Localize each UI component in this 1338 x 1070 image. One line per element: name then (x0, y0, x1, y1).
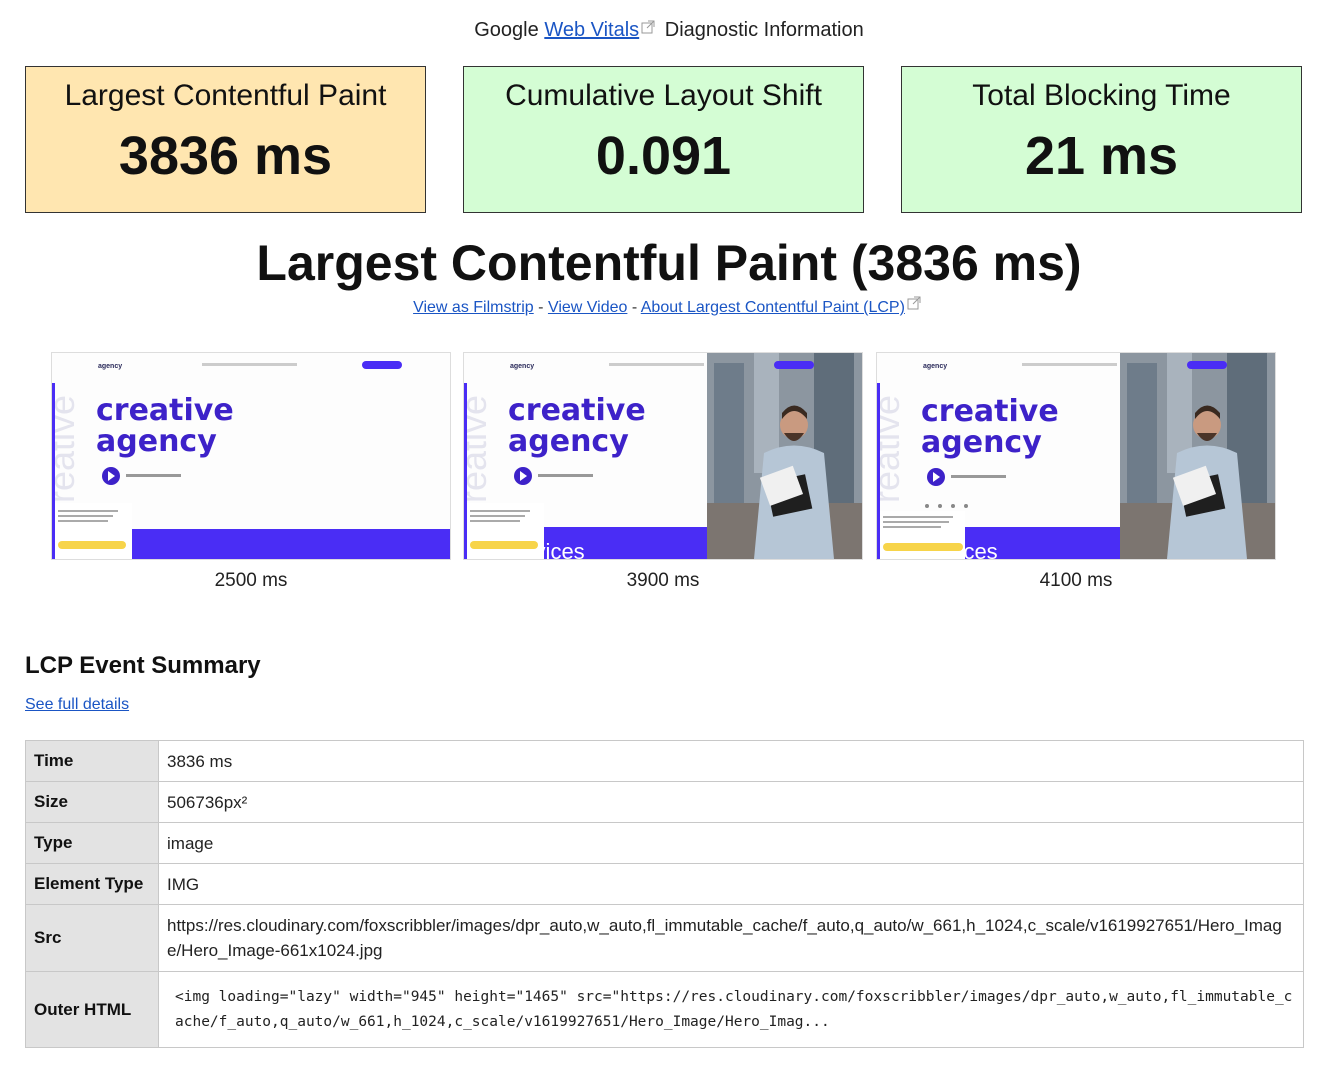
frame-vertical-word: reative (877, 395, 907, 503)
lcp-summary-table: Time 3836 ms Size 506736px² Type image E… (25, 740, 1304, 1048)
filmstrip-frame[interactable]: agency reative creative agency services (463, 352, 863, 560)
tbt-metric-label: Total Blocking Time (972, 79, 1231, 112)
lcp-links: View as Filmstrip - View Video - About L… (0, 296, 1338, 317)
frame-headline: creative (921, 394, 1059, 429)
table-row: Size 506736px² (25, 781, 1304, 823)
frame-logo: agency (510, 363, 534, 370)
frame-screenshot: agency reative creative agency services (877, 353, 1275, 559)
frame-screenshot: agency reative creative agency (52, 353, 450, 559)
frame-logo: agency (923, 363, 947, 370)
cls-metric-value: 0.091 (595, 126, 732, 186)
frame-screenshot: agency reative creative agency services (464, 353, 862, 559)
about-lcp-link[interactable]: About Largest Contentful Paint (LCP) (640, 299, 905, 316)
external-link-icon (907, 296, 921, 310)
row-key: Outer HTML (25, 971, 159, 1048)
outer-html-value: <img loading="lazy" width="945" height="… (175, 988, 1293, 1030)
frame-vertical-word: reative (52, 395, 82, 503)
src-url-value: https://res.cloudinary.com/foxscribbler/… (158, 904, 1304, 972)
page-header: Google Web Vitals Diagnostic Information (0, 19, 1338, 42)
table-row: Time 3836 ms (25, 740, 1304, 782)
view-filmstrip-link[interactable]: View as Filmstrip (413, 299, 534, 316)
frame-time-label: 3900 ms (626, 570, 700, 591)
view-video-link[interactable]: View Video (547, 299, 628, 316)
tbt-metric-card: Total Blocking Time 21 ms (901, 66, 1302, 213)
table-row: Type image (25, 822, 1304, 864)
frame-logo: agency (98, 363, 122, 370)
see-full-details-link[interactable]: See full details (25, 696, 130, 713)
lcp-summary-title: LCP Event Summary (25, 652, 261, 679)
frame-headline: agency (508, 424, 629, 459)
lcp-metric-card: Largest Contentful Paint 3836 ms (25, 66, 426, 213)
frame-headline: agency (921, 425, 1042, 460)
row-value: 3836 ms (158, 740, 1304, 782)
frame-headline: agency (96, 424, 217, 459)
link-separator: - (631, 299, 638, 316)
table-row: Outer HTML <img loading="lazy" width="94… (25, 971, 1304, 1048)
link-separator: - (538, 299, 544, 316)
tbt-metric-value: 21 ms (1024, 126, 1179, 186)
cls-metric-label: Cumulative Layout Shift (505, 79, 822, 112)
frame-time-label: 2500 ms (214, 570, 288, 591)
row-value: 506736px² (158, 781, 1304, 823)
filmstrip-frame[interactable]: agency reative creative agency services (876, 352, 1276, 560)
external-link-icon (641, 20, 655, 34)
web-vitals-link[interactable]: Web Vitals (544, 19, 640, 41)
table-row: Src https://res.cloudinary.com/foxscribb… (25, 904, 1304, 972)
table-row: Element Type IMG (25, 863, 1304, 905)
lcp-metric-value: 3836 ms (118, 126, 333, 186)
outer-html-cell: <img loading="lazy" width="945" height="… (158, 971, 1304, 1048)
lcp-metric-label: Largest Contentful Paint (64, 79, 387, 112)
header-suffix: Diagnostic Information (664, 19, 864, 41)
frame-headline: creative (508, 393, 646, 428)
row-value: image (158, 822, 1304, 864)
lcp-section-title: Largest Contentful Paint (3836 ms) (256, 235, 1082, 291)
row-key: Element Type (25, 863, 159, 905)
filmstrip-frame[interactable]: agency reative creative agency (51, 352, 451, 560)
cls-metric-card: Cumulative Layout Shift 0.091 (463, 66, 864, 213)
row-key: Time (25, 740, 159, 782)
frame-vertical-word: reative (464, 395, 494, 503)
row-key: Size (25, 781, 159, 823)
row-key: Src (25, 904, 159, 972)
frame-time-label: 4100 ms (1039, 570, 1113, 591)
row-value: IMG (158, 863, 1304, 905)
row-key: Type (25, 822, 159, 864)
header-prefix: Google (474, 19, 539, 41)
frame-headline: creative (96, 393, 234, 428)
